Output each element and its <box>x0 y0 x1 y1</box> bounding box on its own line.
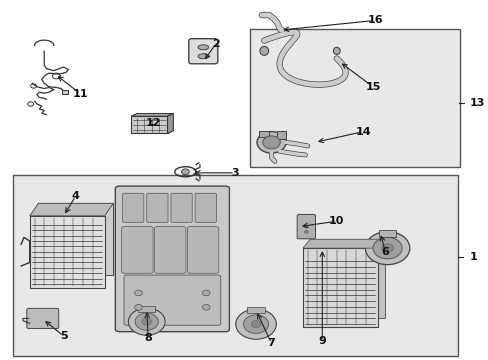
Text: 1: 1 <box>469 252 477 262</box>
Bar <box>249 30 459 167</box>
Circle shape <box>142 318 151 325</box>
Text: 3: 3 <box>231 168 239 178</box>
Text: 13: 13 <box>469 98 484 108</box>
Circle shape <box>257 132 285 153</box>
FancyBboxPatch shape <box>146 193 168 222</box>
FancyBboxPatch shape <box>122 226 153 273</box>
Polygon shape <box>309 239 385 318</box>
Ellipse shape <box>260 46 268 55</box>
Polygon shape <box>167 114 173 134</box>
FancyBboxPatch shape <box>187 226 218 273</box>
Circle shape <box>134 305 142 310</box>
Circle shape <box>304 230 307 233</box>
Text: 16: 16 <box>367 15 383 26</box>
Circle shape <box>235 309 276 339</box>
Bar <box>138 306 155 312</box>
FancyBboxPatch shape <box>115 186 229 332</box>
FancyBboxPatch shape <box>171 193 192 222</box>
Circle shape <box>243 315 268 333</box>
Text: 7: 7 <box>267 338 275 348</box>
Text: 4: 4 <box>72 191 80 201</box>
Circle shape <box>365 231 409 265</box>
Bar <box>62 90 68 94</box>
FancyBboxPatch shape <box>122 193 143 222</box>
Bar <box>378 230 395 237</box>
Polygon shape <box>30 203 113 216</box>
Polygon shape <box>131 114 173 116</box>
Circle shape <box>135 313 158 330</box>
Bar <box>131 116 167 134</box>
Text: 2: 2 <box>212 39 219 49</box>
FancyBboxPatch shape <box>297 215 315 239</box>
Polygon shape <box>39 203 113 275</box>
Circle shape <box>181 169 189 175</box>
FancyBboxPatch shape <box>195 193 216 222</box>
Circle shape <box>381 244 392 252</box>
Polygon shape <box>303 239 385 248</box>
Text: 15: 15 <box>365 82 380 92</box>
Text: 8: 8 <box>144 333 152 343</box>
Text: 6: 6 <box>381 247 388 257</box>
FancyBboxPatch shape <box>27 309 59 328</box>
Circle shape <box>372 237 401 259</box>
Bar <box>259 131 268 137</box>
Text: 5: 5 <box>60 331 67 341</box>
Bar <box>13 175 457 356</box>
Circle shape <box>304 225 307 228</box>
Bar <box>247 307 264 314</box>
Bar <box>30 216 104 288</box>
Circle shape <box>202 305 210 310</box>
Ellipse shape <box>333 47 340 54</box>
Circle shape <box>202 290 210 296</box>
Bar <box>303 248 377 327</box>
Text: 10: 10 <box>328 216 344 226</box>
Text: 11: 11 <box>73 89 88 99</box>
Text: 14: 14 <box>355 127 370 136</box>
Bar <box>276 131 285 139</box>
Circle shape <box>251 320 260 328</box>
Circle shape <box>128 308 165 335</box>
FancyBboxPatch shape <box>154 226 185 273</box>
Text: 12: 12 <box>145 118 161 128</box>
Text: 9: 9 <box>318 336 325 346</box>
Ellipse shape <box>198 45 208 50</box>
FancyBboxPatch shape <box>188 39 217 64</box>
Circle shape <box>134 290 142 296</box>
Circle shape <box>262 136 280 149</box>
Ellipse shape <box>198 54 208 59</box>
FancyBboxPatch shape <box>124 275 220 325</box>
